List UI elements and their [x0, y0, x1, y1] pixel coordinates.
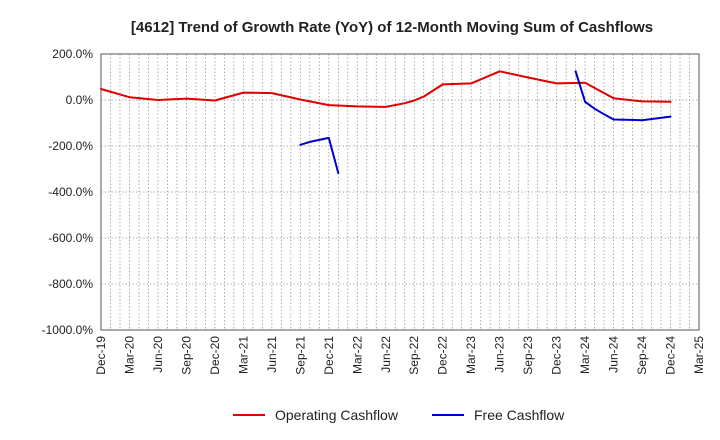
series-line-free-cashflow — [299, 136, 340, 175]
series-layer — [100, 70, 672, 175]
x-tick-label: Mar-20 — [122, 336, 136, 374]
x-tick-label: Dec-19 — [94, 336, 108, 375]
x-tick-label: Sep-20 — [179, 336, 193, 375]
series-line-operating-cashflow — [100, 70, 672, 108]
y-tick-label: -200.0% — [48, 139, 93, 153]
x-tick-labels: Dec-19 Mar-20 Jun-20 Sep-20 Dec-20 Mar-21 Jun-… — [94, 336, 706, 375]
x-tick-label: Jun-22 — [379, 336, 393, 373]
x-tick-label: Mar-25 — [692, 336, 706, 374]
y-tick-label: 200.0% — [52, 47, 93, 61]
series-line-free-cashflow — [574, 70, 672, 122]
x-tick-label: Jun-20 — [151, 336, 165, 373]
x-tick-label: Mar-21 — [236, 336, 250, 374]
x-tick-label: Jun-24 — [607, 336, 621, 373]
x-tick-label: Mar-22 — [350, 336, 364, 374]
y-tick-label: 0.0% — [66, 93, 94, 107]
x-tick-label: Dec-21 — [322, 336, 336, 375]
x-tick-label: Dec-20 — [208, 336, 222, 375]
legend-label: Free Cashflow — [474, 407, 565, 423]
y-tick-label: -400.0% — [48, 185, 93, 199]
x-tick-label: Jun-23 — [493, 336, 507, 373]
x-tick-label: Sep-23 — [521, 336, 535, 375]
y-tick-label: -1000.0% — [42, 323, 94, 337]
legend-item-operating-cashflow: Operating Cashflow — [233, 407, 399, 423]
x-tick-label: Dec-24 — [664, 336, 678, 375]
grid-layer — [101, 53, 699, 331]
y-tick-labels: 200.0% 0.0% -200.0% -400.0% -600.0% -800.0% -1… — [42, 47, 94, 337]
chart-title: [4612] Trend of Growth Rate (YoY) of 12-… — [131, 19, 653, 36]
x-tick-label: Sep-21 — [293, 336, 307, 375]
y-tick-label: -800.0% — [48, 277, 93, 291]
x-tick-label: Mar-23 — [464, 336, 478, 374]
x-tick-label: Jun-21 — [265, 336, 279, 373]
plot-frame — [100, 53, 700, 331]
x-tick-label: Dec-22 — [436, 336, 450, 375]
x-tick-label: Sep-24 — [635, 336, 649, 375]
x-tick-label: Dec-23 — [550, 336, 564, 375]
legend-label: Operating Cashflow — [275, 407, 399, 423]
x-tick-label: Sep-22 — [407, 336, 421, 375]
x-tick-label: Mar-24 — [578, 336, 592, 374]
y-tick-label: -600.0% — [48, 231, 93, 245]
legend-item-free-cashflow: Free Cashflow — [432, 407, 565, 423]
legend: Operating Cashflow Free Cashflow — [233, 407, 565, 423]
axis-layer — [100, 53, 700, 331]
